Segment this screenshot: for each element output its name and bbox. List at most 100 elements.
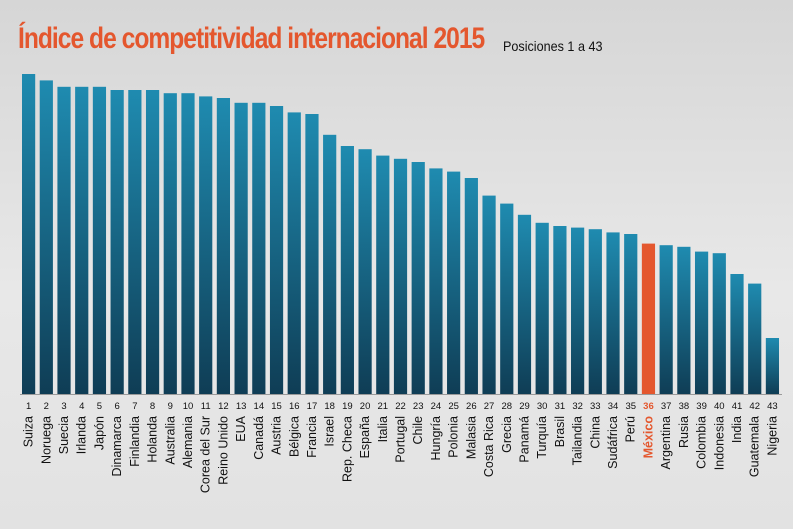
position-label: 10 — [183, 401, 194, 412]
position-label: 13 — [236, 401, 247, 412]
bar-26 — [464, 178, 478, 394]
category-label: Hungría — [429, 416, 443, 461]
category-label: India — [730, 416, 744, 443]
bar-6 — [110, 90, 124, 394]
position-label: 6 — [115, 401, 120, 412]
bar-43 — [765, 338, 780, 394]
bar-30 — [535, 222, 549, 394]
bar-41 — [730, 274, 744, 394]
position-label: 37 — [661, 401, 672, 412]
bars-group — [22, 74, 780, 395]
position-label: 8 — [150, 401, 155, 412]
position-label: 38 — [679, 401, 690, 412]
category-label: Colombia — [695, 416, 709, 469]
position-label: 11 — [201, 401, 211, 412]
category-label: Guatemala — [748, 416, 762, 477]
bar-39 — [694, 251, 709, 394]
bar-3 — [57, 86, 71, 395]
bar-37 — [659, 245, 673, 394]
category-label: Noruega — [39, 416, 53, 464]
category-label: Tailandia — [571, 416, 585, 465]
bar-21 — [376, 155, 390, 394]
position-label: 31 — [555, 401, 566, 412]
bar-40 — [712, 253, 726, 394]
bar-36 — [641, 243, 656, 394]
category-labels-group: Suiza Noruega Suecia Irlanda Japón Dinamarca F… — [22, 415, 780, 493]
position-label: 16 — [289, 401, 300, 412]
category-label: Suecia — [57, 416, 71, 454]
category-label: Reino Unido — [216, 416, 230, 485]
position-label: 28 — [501, 401, 512, 412]
category-label: Australia — [163, 416, 177, 465]
position-label: 7 — [132, 401, 137, 412]
bar-12 — [216, 98, 231, 394]
position-label: 34 — [608, 401, 619, 412]
category-label: Irlanda — [75, 416, 89, 454]
category-label: Indonesia — [712, 416, 726, 470]
position-label: 12 — [218, 401, 229, 412]
category-label: Nigeria — [765, 416, 779, 456]
bar-25 — [447, 171, 461, 394]
category-label: México — [641, 416, 655, 459]
category-label: Sudáfrica — [606, 416, 620, 469]
bar-34 — [606, 232, 620, 394]
category-label: Costa Rica — [482, 416, 496, 477]
position-label: 39 — [696, 401, 707, 412]
category-label: Alemania — [181, 416, 195, 468]
bar-28 — [500, 203, 514, 394]
position-label: 40 — [714, 401, 725, 412]
position-label: 20 — [360, 401, 371, 412]
position-label: 19 — [342, 401, 353, 412]
category-label: Finlandia — [128, 416, 142, 467]
position-label: 25 — [448, 401, 459, 412]
position-label: 24 — [431, 401, 442, 412]
position-label: 1 — [26, 401, 31, 412]
category-label: Grecia — [500, 416, 514, 453]
position-label: 15 — [271, 401, 282, 412]
position-label: 42 — [749, 401, 760, 412]
chart-subtitle: Posiciones 1 a 43 — [503, 38, 603, 54]
bar-22 — [393, 158, 408, 394]
category-label: Rusia — [677, 416, 691, 448]
bar-7 — [128, 90, 142, 394]
position-label: 23 — [413, 401, 424, 412]
bar-1 — [22, 74, 36, 394]
bar-18 — [323, 134, 337, 395]
bar-13 — [234, 102, 248, 395]
position-label: 5 — [97, 401, 102, 412]
bar-29 — [517, 214, 532, 394]
position-label: 3 — [61, 401, 66, 412]
position-label: 36 — [643, 401, 654, 412]
chart-title: Índice de competitividad internacional 2… — [18, 22, 485, 55]
category-label: Israel — [323, 416, 337, 447]
position-label: 4 — [79, 401, 84, 412]
category-label: Corea del Sur — [199, 416, 213, 493]
bar-24 — [429, 168, 443, 394]
position-label: 22 — [395, 401, 406, 412]
bar-14 — [252, 102, 266, 395]
position-label: 41 — [732, 401, 743, 412]
bar-4 — [75, 86, 89, 395]
position-label: 9 — [168, 401, 173, 412]
position-label: 17 — [307, 401, 318, 412]
bar-23 — [411, 162, 425, 394]
category-label: Argentina — [659, 416, 673, 470]
position-label: 33 — [590, 401, 601, 412]
position-labels-group: 1 2 3 4 5 6 7 8 9 10 11 12 13 14 15 16 17 18 19 20 21 22 23 24 2… — [26, 401, 778, 412]
category-label: Bélgica — [287, 416, 301, 457]
category-label: Rep. Checa — [340, 416, 354, 482]
category-label: Canadá — [252, 416, 266, 460]
category-label: Holanda — [146, 416, 160, 463]
category-label: Turquía — [535, 416, 549, 459]
bar-42 — [748, 283, 762, 394]
position-label: 18 — [324, 401, 335, 412]
bar-27 — [482, 195, 496, 394]
category-label: España — [358, 416, 372, 458]
category-label: Dinamarca — [110, 416, 124, 476]
bar-9 — [163, 93, 177, 394]
position-label: 21 — [378, 401, 389, 412]
category-label: Polonia — [447, 416, 461, 458]
category-label: Francia — [305, 416, 319, 458]
position-label: 30 — [537, 401, 548, 412]
category-label: Perú — [624, 416, 638, 442]
